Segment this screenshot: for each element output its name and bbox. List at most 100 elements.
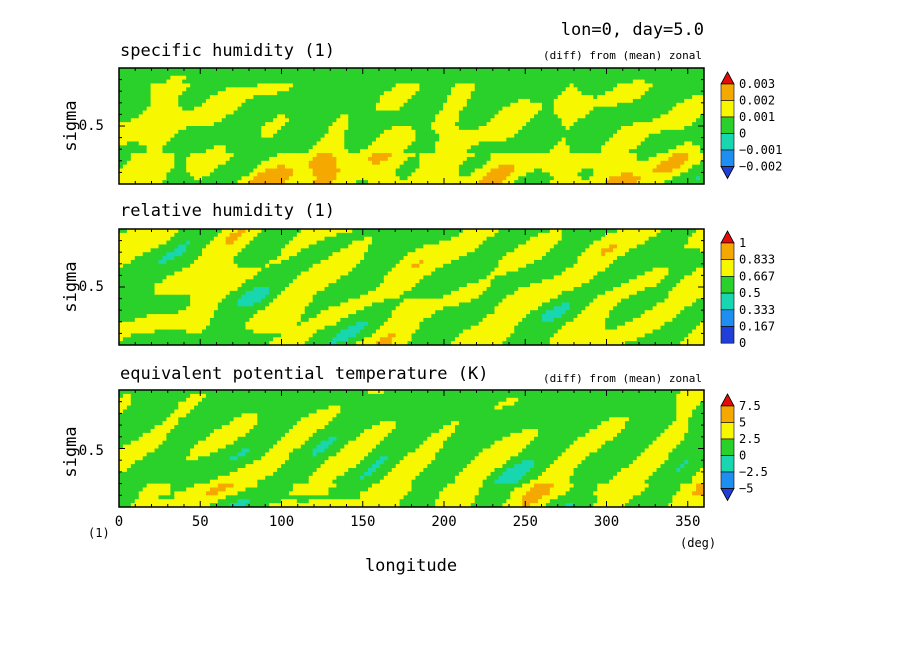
contour-cell xyxy=(569,164,575,170)
contour-cell xyxy=(545,160,551,166)
contour-cell xyxy=(383,95,389,100)
contour-cell xyxy=(265,110,270,115)
contour-cell xyxy=(573,126,579,131)
contour-cell xyxy=(233,168,239,173)
contour-cell xyxy=(126,229,132,234)
contour-cell xyxy=(142,122,148,127)
contour-cell xyxy=(648,137,654,143)
contour-cell xyxy=(261,153,266,158)
contour-cell xyxy=(162,168,168,173)
contour-cell xyxy=(557,114,563,119)
contour-cell xyxy=(589,87,594,92)
contour-cell xyxy=(328,180,334,184)
contour-cell xyxy=(640,168,646,173)
contour-cell xyxy=(186,75,191,81)
contour-cell xyxy=(340,118,345,123)
contour-cell xyxy=(340,168,345,173)
contour-cell xyxy=(573,153,579,158)
contour-cell xyxy=(478,176,484,181)
contour-cell xyxy=(142,87,148,92)
contour-cell xyxy=(150,164,156,170)
contour-cell xyxy=(431,79,436,85)
contour-cell xyxy=(273,126,278,131)
contour-cell xyxy=(202,98,207,104)
contour-cell xyxy=(617,110,622,115)
contour-cell xyxy=(383,137,389,143)
contour-cell xyxy=(221,68,227,73)
contour-cell xyxy=(174,83,179,88)
contour-cell xyxy=(332,156,337,162)
contour-cell xyxy=(142,137,148,143)
contour-cell xyxy=(672,79,677,85)
contour-cell xyxy=(534,153,539,158)
contour-cell xyxy=(178,114,183,119)
contour-cell xyxy=(205,106,211,112)
contour-cell xyxy=(312,141,318,146)
contour-cell xyxy=(304,172,310,177)
contour-cell xyxy=(557,83,563,88)
contour-cell xyxy=(249,114,254,119)
contour-cell xyxy=(502,106,507,112)
contour-cell xyxy=(447,106,452,112)
contour-cell xyxy=(202,180,207,184)
contour-cell xyxy=(585,118,590,123)
contour-cell xyxy=(285,75,290,81)
contour-cell xyxy=(613,102,618,108)
contour-cell xyxy=(352,149,357,154)
contour-cell xyxy=(126,145,132,150)
contour-cell xyxy=(628,149,634,154)
contour-cell xyxy=(344,126,349,131)
contour-cell xyxy=(585,156,590,162)
contour-cell xyxy=(399,98,405,104)
contour-cell xyxy=(553,176,559,181)
contour-cell xyxy=(498,153,504,158)
contour-cell xyxy=(178,149,183,154)
contour-cell xyxy=(233,68,239,73)
contour-cell xyxy=(660,129,666,135)
contour-cell xyxy=(261,71,266,77)
contour-cell xyxy=(170,172,175,177)
contour-cell xyxy=(237,68,243,73)
contour-cell xyxy=(277,106,282,112)
contour-cell xyxy=(395,172,401,177)
contour-cell xyxy=(700,176,704,181)
contour-cell xyxy=(190,68,195,73)
contour-cell xyxy=(379,79,385,85)
contour-cell xyxy=(399,118,405,123)
contour-cell xyxy=(569,106,575,112)
contour-cell xyxy=(451,102,456,108)
contour-cell xyxy=(700,102,704,108)
contour-cell xyxy=(170,106,175,112)
contour-cell xyxy=(142,91,148,96)
contour-cell xyxy=(664,172,670,177)
contour-cell xyxy=(668,110,673,115)
contour-cell xyxy=(138,240,144,246)
contour-cell xyxy=(383,79,389,85)
contour-cell xyxy=(565,126,571,131)
contour-cell xyxy=(577,168,583,173)
contour-cell xyxy=(549,68,555,73)
contour-cell xyxy=(620,118,626,123)
contour-cell xyxy=(593,160,598,166)
contour-cell xyxy=(142,329,148,334)
contour-cell xyxy=(506,153,511,158)
contour-cell xyxy=(696,114,701,119)
contour-cell xyxy=(368,122,373,127)
contour-cell xyxy=(166,275,171,280)
contour-cell xyxy=(391,133,397,139)
contour-cell xyxy=(368,91,373,96)
contour-cell xyxy=(209,126,215,131)
contour-cell xyxy=(348,141,353,146)
contour-cell xyxy=(146,229,152,234)
contour-cell xyxy=(431,164,436,170)
contour-cell xyxy=(328,95,334,100)
contour-cell xyxy=(636,141,642,146)
contour-cell xyxy=(150,267,156,273)
contour-cell xyxy=(273,149,278,154)
contour-cell xyxy=(447,141,452,146)
contour-cell xyxy=(154,283,160,288)
contour-cell xyxy=(522,168,527,173)
contour-cell xyxy=(549,114,555,119)
contour-cell xyxy=(569,156,575,162)
contour-cell xyxy=(166,122,171,127)
